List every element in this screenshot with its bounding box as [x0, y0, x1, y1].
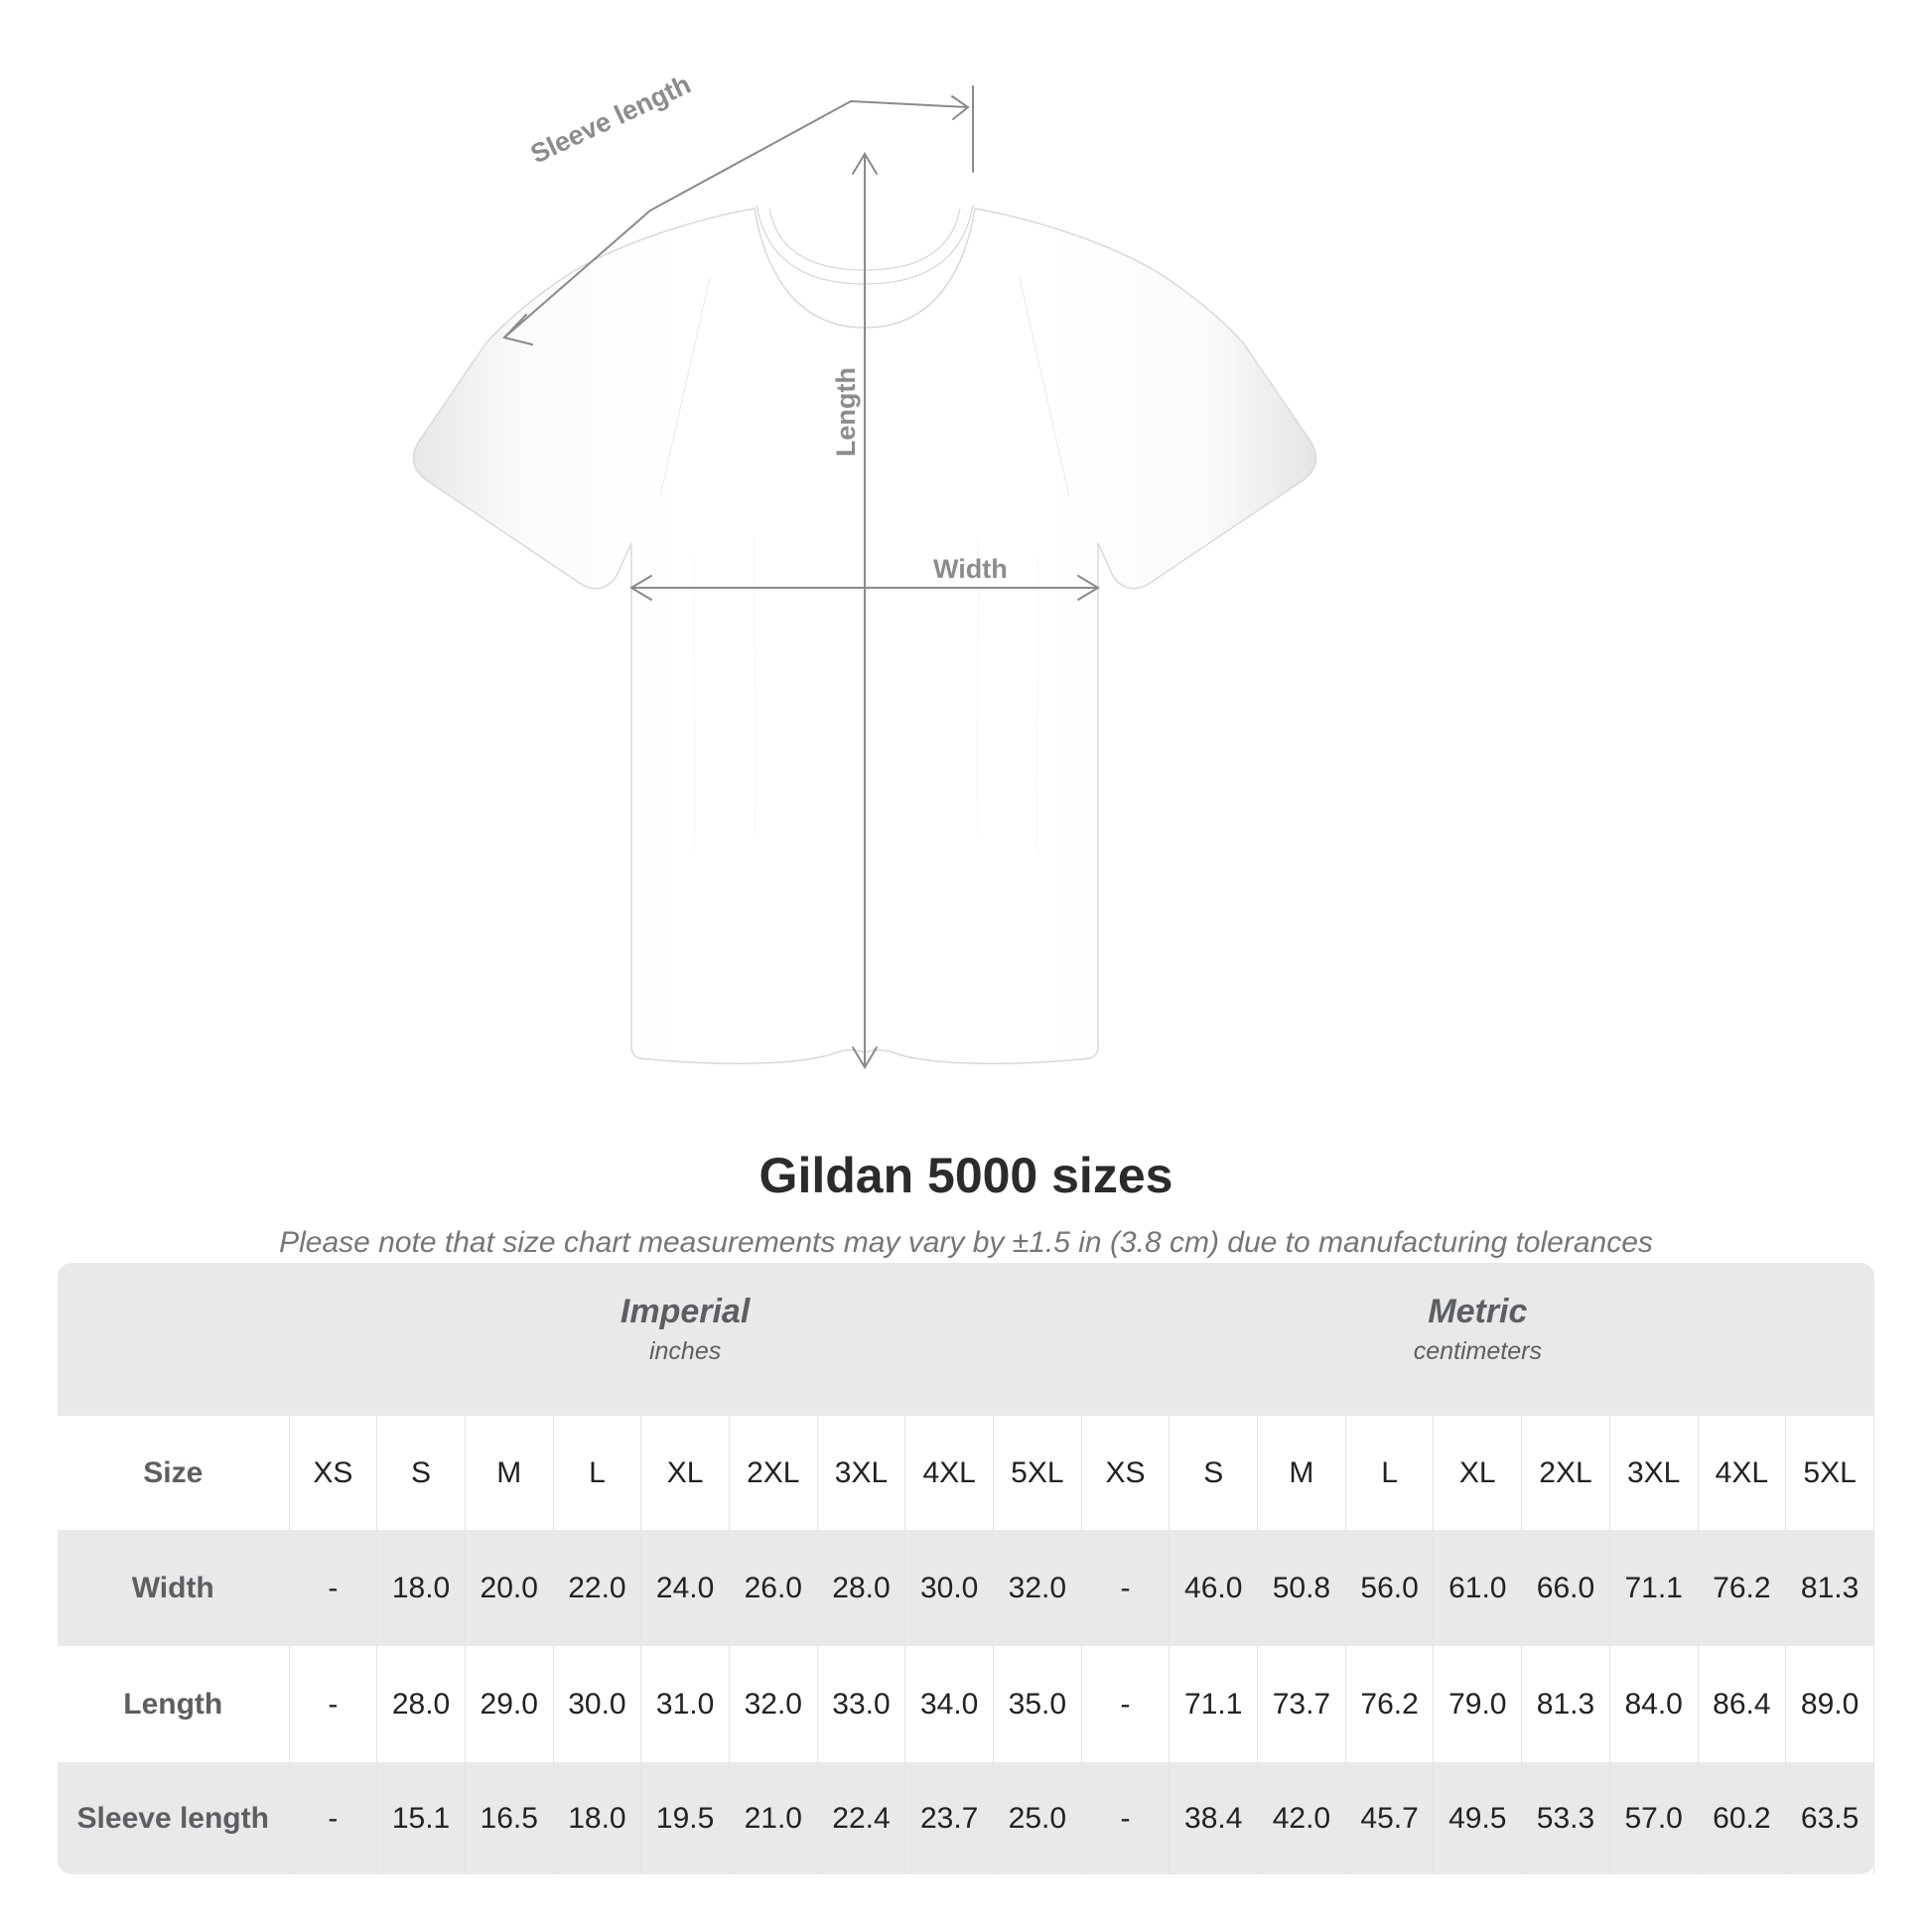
svg-text:Length: Length [831, 367, 861, 457]
svg-text:Sleeve length: Sleeve length [526, 69, 695, 170]
svg-text:Width: Width [933, 554, 1008, 584]
